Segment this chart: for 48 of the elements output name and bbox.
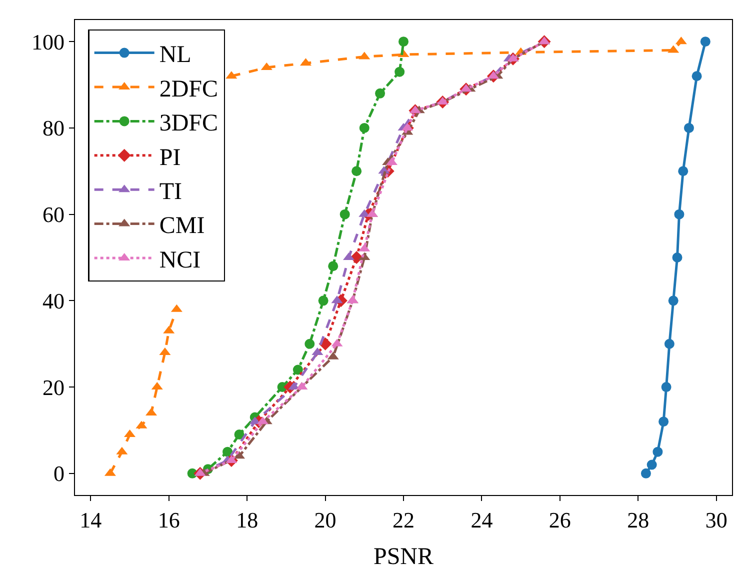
point bbox=[328, 261, 338, 272]
legend-label: 2DFC bbox=[159, 76, 218, 102]
x-axis-title: PSNR bbox=[373, 544, 434, 570]
point bbox=[340, 209, 350, 220]
point bbox=[359, 122, 370, 133]
legend-label: CMI bbox=[159, 213, 205, 240]
point bbox=[664, 338, 674, 349]
legend-label: PI bbox=[159, 144, 181, 171]
y-tick-label: 0 bbox=[54, 461, 64, 486]
x-tick-label: 14 bbox=[80, 508, 102, 532]
point bbox=[684, 122, 694, 133]
point bbox=[672, 252, 682, 262]
x-tick-label: 26 bbox=[548, 508, 571, 532]
point bbox=[352, 166, 362, 176]
legend-label: TI bbox=[159, 178, 182, 205]
legend-label: NL bbox=[159, 42, 192, 68]
point bbox=[658, 416, 669, 427]
point bbox=[234, 430, 244, 440]
point bbox=[304, 338, 315, 349]
x-tick-label: 28 bbox=[627, 508, 650, 532]
x-tick-label: 24 bbox=[470, 508, 493, 532]
point bbox=[394, 66, 405, 77]
point bbox=[652, 446, 663, 457]
point bbox=[646, 460, 657, 470]
y-tick-label: 20 bbox=[42, 374, 64, 400]
point bbox=[222, 446, 233, 457]
y-tick-label: 100 bbox=[32, 29, 64, 54]
point bbox=[700, 36, 710, 47]
y-tick-label: 40 bbox=[42, 288, 64, 314]
point bbox=[398, 36, 408, 47]
point bbox=[668, 296, 678, 306]
x-tick-label: 20 bbox=[314, 508, 336, 532]
point bbox=[640, 468, 651, 478]
y-tick-label: 80 bbox=[42, 116, 64, 141]
point bbox=[318, 296, 328, 306]
point bbox=[375, 88, 386, 98]
legend-label: NCI bbox=[159, 247, 201, 274]
point bbox=[692, 71, 702, 82]
point bbox=[674, 209, 684, 220]
legend-label: 3DFC bbox=[159, 110, 218, 137]
point bbox=[661, 382, 672, 392]
x-tick-label: 30 bbox=[705, 508, 728, 532]
x-tick-label: 18 bbox=[236, 508, 258, 532]
y-tick-label: 60 bbox=[42, 202, 64, 228]
point bbox=[678, 166, 688, 176]
x-tick-label: 22 bbox=[392, 508, 414, 532]
point bbox=[292, 364, 303, 375]
x-tick-label: 16 bbox=[158, 508, 180, 532]
